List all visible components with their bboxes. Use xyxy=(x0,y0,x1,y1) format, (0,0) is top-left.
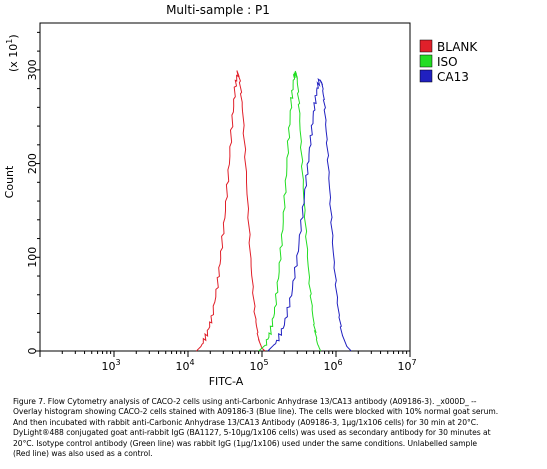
series-line-iso xyxy=(258,70,322,352)
legend-label-iso: ISO xyxy=(437,55,458,69)
y-axis-label: Count xyxy=(3,165,16,198)
legend-label-ca13: CA13 xyxy=(437,70,469,84)
x-tick-label-4: 107 xyxy=(397,358,416,373)
caption-line: And then incubated with rabbit anti-Carb… xyxy=(13,417,479,427)
caption-line: DyLight®488 conjugated goat anti-rabbit … xyxy=(13,428,491,438)
y-multiplier-exp: 1 xyxy=(5,39,14,44)
legend-swatch-ca13 xyxy=(419,69,433,83)
plot-frame xyxy=(39,22,411,352)
flow-cytometry-histogram: Multi-sample : P1 (x 101) Count FITC-A 0… xyxy=(3,3,478,388)
x-tick-label-1: 104 xyxy=(175,358,194,373)
x-tick-label-3: 106 xyxy=(323,358,342,373)
x-axis-ticks: 103 104 105 106 107 xyxy=(39,351,417,373)
x-tick-label-2: 105 xyxy=(249,358,268,373)
y-tick-label-3: 300 xyxy=(26,59,39,80)
x-tick-label-0: 103 xyxy=(101,358,120,373)
x-axis-label: FITC-A xyxy=(209,375,244,388)
series-line-ca13 xyxy=(267,78,352,352)
figure-caption: Figure 7. Flow Cytometry analysis of CAC… xyxy=(13,397,538,459)
y-tick-label-2: 200 xyxy=(26,153,39,174)
y-axis-ticks: 0 100 200 300 xyxy=(26,31,40,355)
caption-line: Overlay histogram showing CACO-2 cells s… xyxy=(13,407,499,417)
y-axis-multiplier: (x 101) xyxy=(5,34,20,72)
legend-swatch-blank xyxy=(419,39,433,53)
y-tick-label-1: 100 xyxy=(26,247,39,268)
series-line-blank xyxy=(196,70,266,352)
y-tick-label-0: 0 xyxy=(26,348,39,355)
chart-title: Multi-sample : P1 xyxy=(166,3,270,17)
caption-line: (Red line) was also used as a control. xyxy=(13,449,153,459)
legend-label-blank: BLANK xyxy=(437,40,478,54)
caption-line: Figure 7. Flow Cytometry analysis of CAC… xyxy=(13,397,477,406)
legend-swatch-iso xyxy=(419,54,433,68)
series-layer xyxy=(196,70,352,352)
svg-text:(x 101): (x 101) xyxy=(5,34,20,72)
y-multiplier-base: (x 10 xyxy=(7,44,20,72)
caption-line: 20°C. Isotype control antibody (Green li… xyxy=(13,438,478,448)
